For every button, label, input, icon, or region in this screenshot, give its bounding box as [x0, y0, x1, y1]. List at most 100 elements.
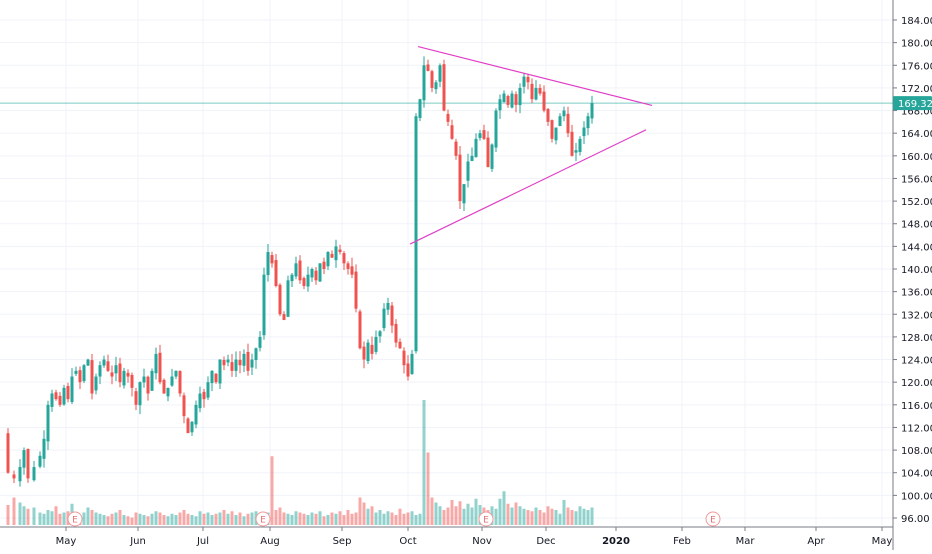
earnings-marker[interactable]: E [705, 511, 721, 527]
candle-body [238, 359, 242, 366]
candle-body [490, 144, 494, 169]
candle-body [494, 110, 498, 148]
volume-bar [542, 512, 546, 525]
candle-body [110, 372, 114, 377]
candle-body [154, 353, 158, 374]
candle-body [546, 108, 550, 122]
candle-body [574, 150, 578, 153]
candle-body [202, 391, 206, 400]
candle-body [350, 266, 354, 275]
volume-bar [346, 510, 350, 525]
triangle-pattern[interactable] [409, 46, 653, 245]
volume-bar [586, 510, 590, 525]
price-tick-label: 100.00 [901, 491, 932, 502]
candle-body [146, 376, 150, 394]
time-tick-label: Apr [807, 536, 825, 547]
candle-body [422, 65, 426, 101]
time-axis[interactable]: May Jun Jul Aug Sep Oct Nov Dec 2020 Feb Mar Apr May [0, 526, 893, 547]
time-tick-label: May [56, 536, 77, 547]
candle-body [358, 311, 362, 349]
candle-body [322, 261, 326, 269]
candle-body [274, 260, 278, 286]
candle-body [186, 418, 190, 434]
volume-bar [82, 512, 86, 525]
volume-bar [162, 515, 166, 525]
volume-bar [270, 456, 274, 525]
candle-body [234, 359, 238, 371]
volume-bar [102, 515, 106, 525]
volume-bar [322, 516, 326, 525]
candle-body [174, 370, 178, 377]
volume-bar [362, 502, 366, 525]
price-tick-label: 156.00 [901, 174, 932, 185]
volume-bar [530, 511, 534, 525]
volume-bar [62, 512, 66, 525]
earnings-marker-label: E [260, 516, 266, 526]
volume-bar [342, 515, 346, 525]
volume-bar [378, 510, 382, 525]
volume-bar [518, 506, 522, 525]
price-tick-label: 184.00 [901, 16, 932, 27]
candle-body [530, 83, 534, 100]
volume-bar [230, 511, 234, 525]
price-tick-label: 176.00 [901, 61, 932, 72]
price-axis[interactable]: 96.00 100.00 104.00 108.00 112.00 116.00 120.0… [892, 0, 932, 550]
candle-body [310, 269, 314, 278]
candle-body [94, 376, 98, 391]
candle-body [206, 382, 210, 398]
volume-bar [430, 497, 434, 525]
candle-body [346, 263, 350, 269]
price-tick-label: 152.00 [901, 197, 932, 208]
candle-body [58, 395, 62, 405]
volume-bar [366, 508, 370, 525]
candle-body [262, 274, 266, 336]
earnings-marker-circle [705, 511, 721, 527]
volume-bar [190, 515, 194, 525]
candle-body [32, 467, 36, 481]
volume-bar [242, 516, 246, 525]
volume-bar [130, 517, 134, 525]
volume-bar [470, 507, 474, 525]
volume-bar [210, 515, 214, 525]
candle-body [522, 76, 526, 87]
earnings-marker-circle [478, 511, 494, 527]
volume-bar [326, 515, 330, 525]
candle-body [390, 305, 394, 326]
price-tick-label: 96.00 [901, 514, 930, 525]
earnings-marker[interactable]: E [478, 511, 494, 527]
candle-body [534, 87, 538, 100]
volume-bar [382, 513, 386, 525]
candle-body [470, 155, 474, 162]
earnings-marker[interactable]: E [255, 511, 271, 527]
lower-trendline [409, 129, 647, 245]
last-price-badge: 169.32 [893, 96, 932, 111]
price-tick-label: 160.00 [901, 152, 932, 163]
candle-body [98, 365, 102, 377]
candle-body [510, 93, 514, 108]
candle-body [210, 370, 214, 384]
candle-body [42, 438, 46, 459]
candle-body [502, 93, 506, 103]
grid [0, 0, 893, 525]
candle-body [26, 449, 30, 479]
volume-bar [290, 515, 294, 525]
volume-bar [46, 510, 50, 525]
candle-body [402, 350, 406, 366]
candle-body [82, 365, 86, 382]
volume-bar [32, 507, 36, 525]
candle-body [122, 370, 126, 386]
last-price-badge-bg [893, 96, 932, 111]
earnings-marker-circle [67, 511, 83, 527]
volume-bar [526, 510, 530, 525]
candle-body [438, 65, 442, 82]
price-tick-label: 172.00 [901, 84, 932, 95]
candle-body [482, 130, 486, 139]
volume-bar [494, 508, 498, 525]
price-tick-label: 180.00 [901, 39, 932, 50]
volume-bar [570, 510, 574, 525]
candle-body [398, 341, 402, 349]
earnings-marker[interactable]: E [67, 511, 83, 527]
